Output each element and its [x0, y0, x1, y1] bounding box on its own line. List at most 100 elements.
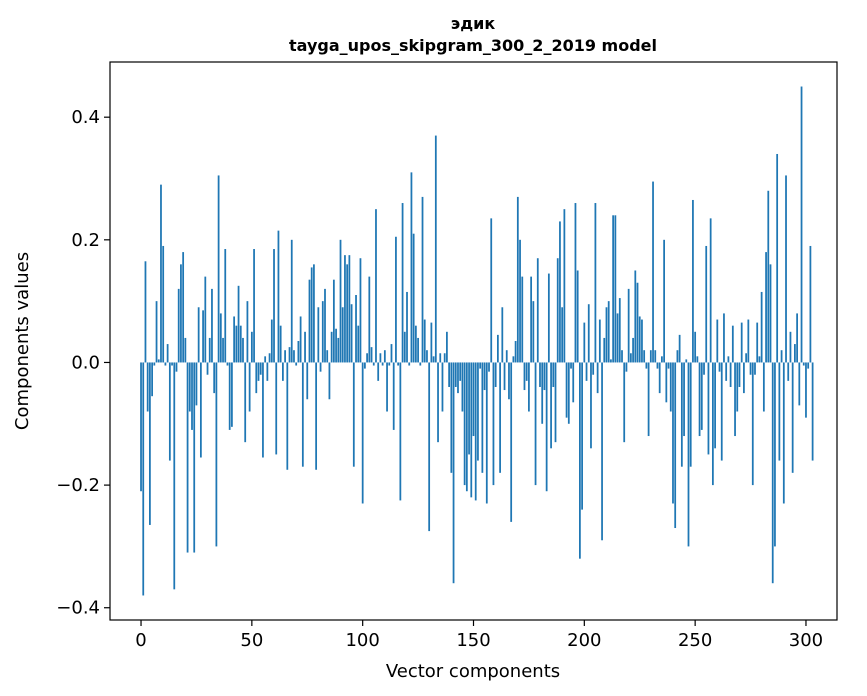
bar-12: [166, 344, 169, 363]
bar-288: [778, 362, 781, 461]
bar-148: [468, 362, 470, 455]
bar-95: [350, 304, 353, 363]
bar-281: [762, 362, 765, 412]
bar-15: [173, 362, 176, 590]
bar-124: [414, 325, 417, 363]
bar-247: [687, 362, 690, 547]
bar-3: [146, 362, 149, 412]
bar-40: [228, 362, 231, 430]
bar-162: [499, 362, 501, 473]
bar-96: [352, 362, 355, 467]
bar-186: [552, 362, 555, 387]
bar-152: [477, 362, 479, 461]
bar-23: [191, 362, 193, 430]
bar-222: [632, 337, 634, 363]
bar-89: [337, 337, 340, 363]
y-tick-label: −0.2: [56, 475, 100, 496]
bar-242: [676, 350, 679, 363]
bar-299: [802, 362, 805, 366]
y-tick-label: 0.4: [71, 107, 100, 128]
y-tick-label: 0.0: [71, 352, 100, 373]
bar-291: [785, 175, 787, 363]
bar-260: [716, 319, 719, 363]
bar-244: [680, 362, 683, 467]
bar-11: [164, 362, 167, 366]
bar-156: [485, 362, 488, 504]
bar-109: [381, 362, 384, 366]
bar-272: [743, 362, 745, 394]
bar-298: [800, 86, 803, 363]
bar-236: [663, 239, 665, 363]
bar-302: [809, 245, 812, 363]
bar-211: [607, 301, 610, 363]
bar-223: [634, 270, 637, 363]
bar-78: [313, 264, 315, 363]
bar-172: [521, 276, 524, 363]
bar-16: [175, 362, 178, 372]
y-tick-label: 0.2: [71, 230, 100, 251]
bar-28: [202, 310, 204, 363]
bar-104: [370, 347, 373, 363]
bar-133: [434, 135, 437, 363]
bar-155: [483, 362, 486, 391]
bar-212: [610, 359, 612, 363]
bar-303: [811, 362, 814, 461]
bar-54: [259, 362, 262, 375]
bar-86: [330, 331, 333, 363]
bar-178: [534, 362, 537, 486]
bar-70: [295, 362, 298, 366]
x-tick-label: 50: [240, 630, 263, 651]
bar-278: [756, 322, 759, 363]
bar-9: [160, 184, 162, 363]
bar-88: [335, 328, 337, 363]
bar-120: [406, 291, 408, 363]
bar-53: [257, 362, 260, 381]
bar-241: [674, 362, 677, 529]
bar-62: [277, 230, 280, 363]
bar-5: [151, 362, 153, 397]
bar-41: [231, 362, 233, 427]
bar-282: [765, 252, 767, 363]
bar-192: [565, 362, 568, 418]
bar-147: [465, 362, 468, 492]
bar-243: [678, 334, 681, 363]
bar-296: [796, 313, 798, 363]
bar-26: [197, 307, 200, 363]
bar-191: [563, 209, 566, 363]
bar-93: [346, 264, 349, 363]
bar-110: [383, 350, 386, 363]
bar-221: [629, 353, 632, 363]
bar-183: [545, 362, 548, 492]
bar-235: [661, 356, 663, 363]
bar-297: [798, 362, 801, 406]
bar-58: [268, 353, 271, 363]
bar-240: [672, 362, 674, 504]
bar-32: [211, 288, 213, 363]
bar-279: [758, 356, 761, 363]
bar-126: [419, 362, 422, 366]
bar-249: [692, 199, 694, 363]
bar-145: [461, 362, 464, 412]
bar-31: [208, 337, 211, 363]
bar-171: [519, 239, 521, 363]
y-axis: −0.4 −0.2 0.0 0.2 0.4: [56, 107, 110, 619]
bar-151: [474, 362, 477, 501]
bar-80: [317, 307, 320, 363]
bar-106: [375, 209, 377, 363]
bar-180: [539, 362, 541, 387]
bar-135: [439, 353, 442, 363]
bar-29: [204, 276, 207, 363]
bar-253: [700, 362, 703, 430]
bar-198: [579, 362, 581, 559]
bar-21: [186, 362, 189, 553]
bar-137: [443, 353, 446, 363]
bar-59: [270, 319, 273, 363]
chart-title: эдик: [451, 14, 496, 33]
bar-204: [592, 362, 595, 375]
bar-285: [771, 362, 774, 584]
bar-174: [525, 362, 528, 381]
bar-219: [625, 362, 628, 372]
bar-149: [470, 362, 473, 498]
bar-220: [627, 288, 630, 363]
bar-182: [543, 362, 546, 391]
